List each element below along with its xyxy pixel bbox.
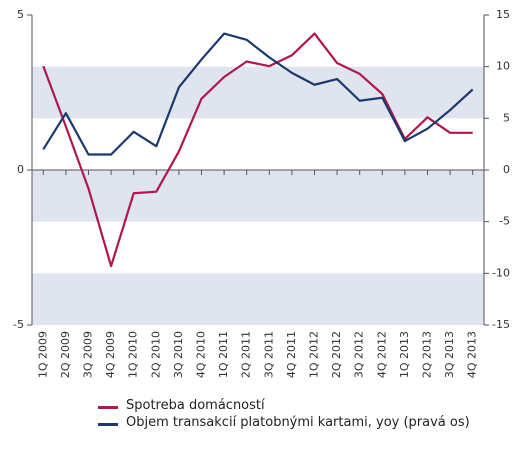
x-tick-label: 3Q 2010 — [172, 331, 185, 378]
x-tick-label: 4Q 2011 — [285, 331, 298, 378]
y2-tick-label: 15 — [496, 8, 510, 21]
x-tick-label: 4Q 2010 — [195, 331, 208, 378]
legend-label: Spotreba domácností — [126, 398, 265, 413]
legend-swatch — [98, 423, 118, 426]
legend: Spotreba domácností Objem transakcií plat… — [98, 398, 478, 432]
series-line — [42, 32, 474, 156]
x-tick-label: 3Q 2011 — [262, 331, 275, 378]
legend-item: Objem transakcií platobnými kartami, yoy… — [98, 415, 478, 430]
band — [32, 273, 484, 325]
band — [32, 170, 484, 222]
legend-item: Spotreba domácností — [98, 398, 478, 413]
y2-tick-label: 0 — [503, 163, 510, 176]
legend-label: Objem transakcií platobnými kartami, yoy… — [126, 415, 470, 430]
x-tick-label: 2Q 2011 — [240, 331, 253, 378]
x-tick-label: 2Q 2009 — [59, 331, 72, 378]
x-tick-label: 4Q 2013 — [466, 331, 479, 378]
x-tick-label: 1Q 2010 — [127, 331, 140, 378]
y2-tick-label: 5 — [503, 111, 510, 124]
x-tick-label: 4Q 2012 — [375, 331, 388, 378]
x-tick-label: 1Q 2011 — [217, 331, 230, 378]
x-tick-label: 1Q 2009 — [36, 331, 49, 378]
x-tick-label: 1Q 2013 — [398, 331, 411, 378]
y-tick-label: 0 — [17, 163, 24, 176]
y2-tick-label: -15 — [492, 318, 510, 331]
y-tick-label: 5 — [17, 8, 24, 21]
y2-tick-label: 10 — [496, 60, 510, 73]
x-tick-label: 3Q 2009 — [82, 331, 95, 378]
x-tick-label: 2Q 2010 — [149, 331, 162, 378]
x-tick-label: 1Q 2012 — [308, 331, 321, 378]
x-tick-label: 3Q 2013 — [443, 331, 456, 378]
y-tick-label: -5 — [13, 318, 24, 331]
chart: 5 0 -5 15 10 5 0 -5 -10 -15 1Q 2009 2Q 2009 3Q 2009 4… — [13, 8, 510, 378]
y2-tick-label: -10 — [492, 266, 510, 279]
x-tick-label: 4Q 2009 — [104, 331, 117, 378]
x-tick-label: 2Q 2012 — [330, 331, 343, 378]
y2-tick-label: -5 — [499, 215, 510, 228]
x-tick-label: 3Q 2012 — [353, 331, 366, 378]
x-tick-label: 2Q 2013 — [421, 331, 434, 378]
band — [32, 66, 484, 119]
legend-swatch — [98, 406, 118, 409]
